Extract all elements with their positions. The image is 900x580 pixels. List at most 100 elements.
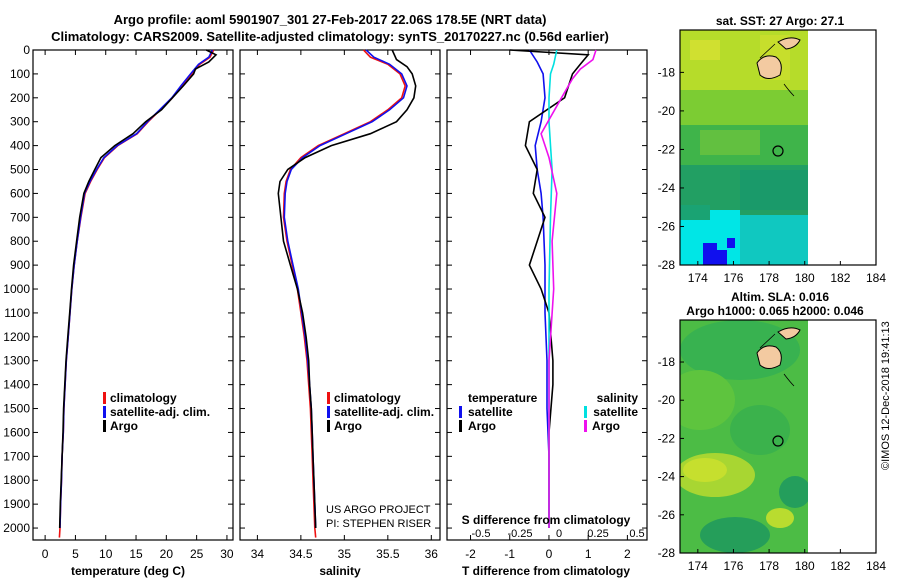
y-tick-label: 0 bbox=[23, 43, 30, 57]
lon-tick-label: 184 bbox=[866, 271, 886, 285]
legend-label-t-satellite: satellite bbox=[468, 405, 513, 419]
lat-tick-label: -18 bbox=[658, 65, 676, 79]
t-difference-axis-ticks: -2 -1 0 1 2 bbox=[465, 50, 631, 561]
series-line-satellite-adj-clim- bbox=[283, 49, 408, 529]
figure-title-line1: Argo profile: aoml 5901907_301 27-Feb-20… bbox=[113, 12, 547, 27]
y-tick-label: 1500 bbox=[3, 402, 30, 416]
y-tick-label: 100 bbox=[10, 67, 30, 81]
x-tick-label: 1 bbox=[585, 547, 592, 561]
difference-depth-ticks bbox=[447, 49, 647, 529]
legend-label-climatology: climatology bbox=[110, 391, 177, 405]
lon-tick-label: 178 bbox=[759, 559, 779, 573]
legend-swatch-s-satellite bbox=[584, 406, 587, 418]
lat-tick-label: -24 bbox=[658, 470, 676, 484]
x-tick-label: 5 bbox=[72, 547, 79, 561]
credit-line1: US ARGO PROJECT bbox=[326, 504, 431, 516]
x-tick-label: 15 bbox=[129, 547, 143, 561]
legend-swatch-climatology bbox=[103, 392, 106, 404]
x-tick-label: 35 bbox=[338, 547, 352, 561]
legend-title-temperature: temperature bbox=[468, 391, 538, 405]
legend-swatch-satellite bbox=[103, 406, 106, 418]
lat-tick-label: -28 bbox=[658, 546, 676, 560]
y-tick-label: 1000 bbox=[3, 282, 30, 296]
argo-position-marker bbox=[772, 435, 784, 447]
x-tick-label: 34 bbox=[251, 547, 265, 561]
temperature-axis-ticks: 0 5 10 15 20 25 30 bbox=[42, 50, 234, 561]
credit-line2: PI: STEPHEN RISER bbox=[326, 518, 431, 530]
sla-map-title-line1: Altim. SLA: 0.016 bbox=[731, 290, 829, 304]
salinity-axis-ticks: 34 34.5 35 35.5 36 bbox=[251, 50, 439, 561]
y-tick-label: 1300 bbox=[3, 354, 30, 368]
x-tick-label: 35.5 bbox=[376, 547, 400, 561]
island-vanua-levu bbox=[777, 327, 801, 340]
sst-map-frame bbox=[679, 29, 877, 266]
y-tick-label: 1100 bbox=[4, 306, 30, 320]
legend-swatch-t-satellite bbox=[459, 406, 462, 418]
lon-tick-label: 184 bbox=[866, 559, 886, 573]
temperature-profile-lines bbox=[58, 49, 218, 538]
x-tick-label: -1 bbox=[504, 547, 515, 561]
sla-map-frame bbox=[679, 319, 877, 554]
salinity-depth-ticks bbox=[240, 49, 440, 529]
temperature-legend: climatology satellite-adj. clim. Argo bbox=[103, 391, 210, 433]
sst-heatmap bbox=[680, 30, 876, 265]
s-tick-label: -0.5 bbox=[472, 528, 491, 540]
y-tick-label: 1200 bbox=[3, 330, 30, 344]
sst-map-title: sat. SST: 27 Argo: 27.1 bbox=[716, 14, 845, 28]
y-tick-label: 300 bbox=[10, 115, 30, 129]
legend-swatch-t-argo bbox=[459, 420, 462, 432]
difference-plot-frame bbox=[446, 49, 648, 541]
legend-label-climatology: climatology bbox=[334, 391, 401, 405]
lon-tick-label: 174 bbox=[688, 271, 708, 285]
lat-tick-label: -24 bbox=[658, 181, 676, 195]
legend-swatch-satellite bbox=[327, 406, 330, 418]
lon-tick-label: 182 bbox=[830, 559, 850, 573]
legend-swatch-argo bbox=[103, 420, 106, 432]
imos-timestamp: ©IMOS 12-Dec-2018 19:41:13 bbox=[880, 321, 892, 470]
sla-map-panel: Altim. SLA: 0.016 Argo h1000: 0.065 h200… bbox=[658, 290, 887, 573]
difference-legend: temperature satellite Argo salinity sate… bbox=[459, 391, 638, 433]
y-tick-label: 500 bbox=[10, 163, 30, 177]
t-difference-xlabel: T difference from climatology bbox=[462, 564, 630, 578]
salinity-plot-frame bbox=[239, 49, 441, 541]
lon-tick-label: 180 bbox=[795, 559, 815, 573]
y-tick-label: 600 bbox=[10, 186, 30, 200]
salinity-legend: climatology satellite-adj. clim. Argo bbox=[327, 391, 434, 433]
x-tick-label: 25 bbox=[190, 547, 204, 561]
series-line-satellite bbox=[528, 49, 550, 528]
lat-tick-label: -26 bbox=[658, 508, 676, 522]
lon-tick-label: 180 bbox=[795, 271, 815, 285]
x-tick-label: 34.5 bbox=[289, 547, 313, 561]
sla-map-title-line2: Argo h1000: 0.065 h2000: 0.046 bbox=[686, 304, 864, 318]
s-difference-axis-ticks: -0.5 -0.25 0 0.25 0.5 bbox=[472, 528, 645, 540]
legend-label-satellite: satellite-adj. clim. bbox=[110, 405, 210, 419]
s-tick-label: 0.25 bbox=[587, 528, 608, 540]
s-tick-label: -0.25 bbox=[507, 528, 532, 540]
y-tick-label: 700 bbox=[10, 210, 30, 224]
y-tick-label: 1600 bbox=[3, 425, 30, 439]
y-tick-label: 800 bbox=[10, 234, 30, 248]
difference-panel: -2 -1 0 1 2 -0.5 -0.25 0 0.25 0.5 T difference f… bbox=[446, 49, 648, 578]
legend-label-t-argo: Argo bbox=[468, 419, 496, 433]
legend-label-argo: Argo bbox=[110, 419, 138, 433]
y-tick-label: 2000 bbox=[3, 521, 30, 535]
lon-tick-label: 182 bbox=[830, 271, 850, 285]
x-tick-label: 36 bbox=[425, 547, 439, 561]
lat-tick-label: -22 bbox=[658, 431, 676, 445]
sst-map-panel: sat. SST: 27 Argo: 27.1 174 176 178 180 182 1… bbox=[658, 14, 887, 285]
legend-swatch-s-argo bbox=[584, 420, 587, 432]
lat-tick-label: -22 bbox=[658, 142, 676, 156]
depth-axis-ticks: 0 100 200 300 400 500 600 700 800 900 1000 1100 1200… bbox=[3, 43, 233, 535]
sst-map-lat-ticks: -18 -20 -22 -24 -26 -28 bbox=[658, 65, 684, 272]
legend-title-salinity: salinity bbox=[597, 391, 639, 405]
lat-tick-label: -20 bbox=[658, 104, 676, 118]
lon-tick-label: 176 bbox=[723, 559, 743, 573]
legend-label-s-argo: Argo bbox=[592, 419, 620, 433]
y-tick-label: 400 bbox=[10, 139, 30, 153]
salinity-profile-lines bbox=[277, 49, 417, 538]
difference-profile-lines bbox=[509, 49, 597, 528]
x-tick-label: -2 bbox=[465, 547, 476, 561]
y-tick-label: 1400 bbox=[3, 378, 30, 392]
lat-tick-label: -28 bbox=[658, 258, 676, 272]
